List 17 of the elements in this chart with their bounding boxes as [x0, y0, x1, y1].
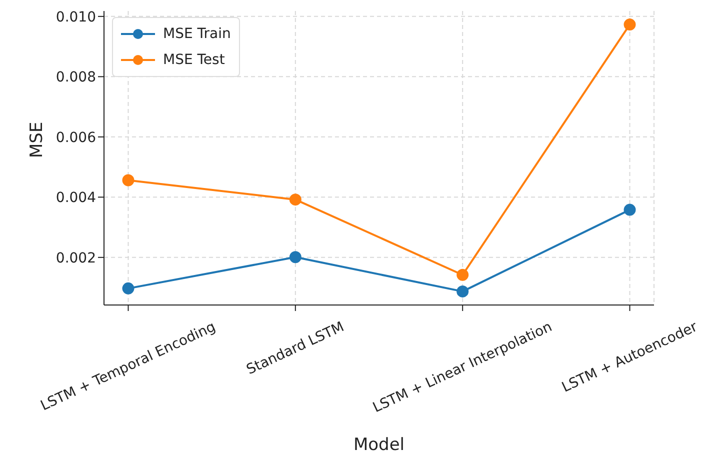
point	[624, 204, 636, 216]
y-tick-label: 0.002	[56, 250, 96, 266]
legend-label: MSE Test	[163, 51, 225, 70]
point	[289, 194, 302, 206]
point	[624, 18, 636, 31]
y-axis-title: MSE	[27, 122, 48, 158]
point	[289, 251, 302, 264]
legend-label: MSE Train	[163, 25, 231, 44]
point	[122, 174, 134, 186]
point	[456, 285, 469, 298]
point	[122, 282, 134, 294]
y-tick-label: 0.008	[56, 70, 96, 86]
y-tick-label: 0.004	[56, 190, 96, 206]
x-axis-title: Model	[353, 435, 405, 455]
y-tick-label: 0.010	[56, 9, 96, 26]
y-tick-label: 0.006	[56, 130, 96, 146]
point	[456, 268, 469, 281]
